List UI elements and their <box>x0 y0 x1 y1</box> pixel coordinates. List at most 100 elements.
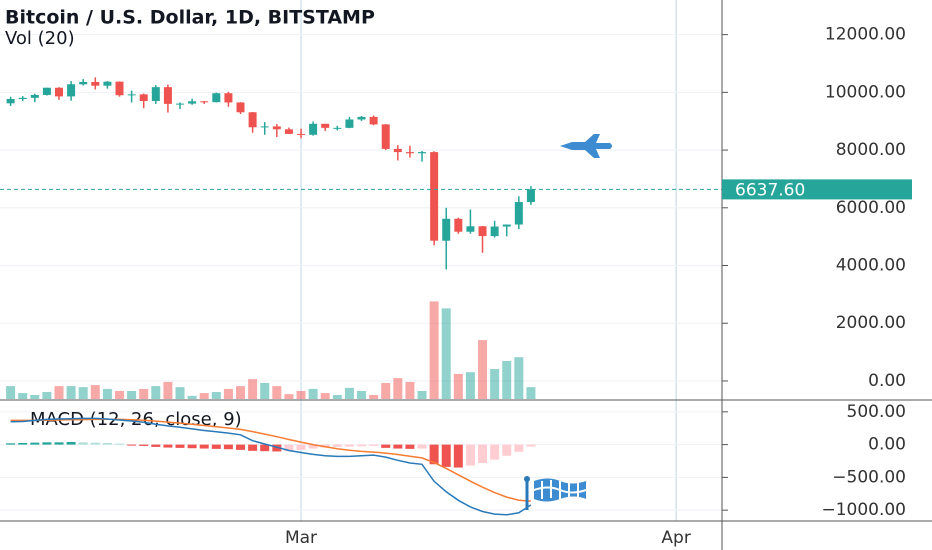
macd-histogram-bar <box>272 444 282 452</box>
candle-body <box>248 112 257 128</box>
volume-bar <box>78 387 88 399</box>
volume-bar <box>405 381 415 399</box>
volume-bar <box>18 393 28 399</box>
macd-histogram-bar <box>502 444 512 456</box>
volume-bar <box>465 372 475 399</box>
volume-bar <box>211 392 221 399</box>
candle-body <box>67 84 76 97</box>
candle-body <box>18 97 27 99</box>
macd-histogram-bar <box>223 444 233 450</box>
macd-axis-label: −500.00 <box>832 467 906 487</box>
macd-histogram-bar <box>18 442 28 445</box>
volume-bar <box>272 386 282 399</box>
volume-bar <box>260 382 270 399</box>
macd-histogram-bar <box>284 444 294 452</box>
macd-histogram-bar <box>332 444 342 447</box>
macd-histogram-bar <box>514 444 524 452</box>
macd-axis-label: 500.00 <box>847 402 906 422</box>
volume-bar <box>54 386 64 399</box>
candle-body <box>79 81 88 85</box>
candle-body <box>42 87 51 95</box>
candle-body <box>345 119 354 128</box>
volume-bar <box>248 379 258 399</box>
last-price-box <box>722 179 912 200</box>
candle-body <box>91 81 100 86</box>
macd-line <box>10 417 532 516</box>
volume-bar <box>381 382 391 399</box>
candle-body <box>526 189 535 203</box>
macd-histogram-bar <box>151 444 161 447</box>
airplane[interactable] <box>560 134 612 158</box>
macd-histogram-bar <box>127 444 137 446</box>
volume-bar <box>163 381 173 399</box>
candle-body <box>309 123 318 135</box>
volume-bar <box>490 369 500 399</box>
volume-bar <box>199 393 209 399</box>
candle-body <box>176 103 185 105</box>
macd-histogram-bar <box>369 444 379 446</box>
time-label: Mar <box>285 528 317 548</box>
volume-bar <box>357 390 367 399</box>
macd-histogram-bar <box>441 444 451 467</box>
candle-body <box>127 94 136 96</box>
candle-body <box>478 226 487 237</box>
candle-body <box>381 124 390 149</box>
volume-bar <box>332 394 342 399</box>
price-label: 8000.00 <box>836 140 906 160</box>
volume-bar <box>127 390 137 399</box>
volume-bar <box>417 390 427 399</box>
volume-bar <box>6 386 16 399</box>
symbol-title: Bitcoin / U.S. Dollar, 1D, BITSTAMP <box>5 7 375 29</box>
macd-histogram-bar <box>453 444 463 468</box>
macd-histogram-bar <box>30 442 40 445</box>
volume-bar <box>502 361 512 399</box>
candle-body <box>212 93 221 103</box>
price-label: 0.00 <box>868 371 906 391</box>
candle-body <box>224 93 233 103</box>
volume-bar <box>187 395 197 399</box>
macd-histogram-bar <box>102 442 112 445</box>
candle-body <box>6 98 15 104</box>
macd-histogram-bar <box>42 442 52 445</box>
candle-body <box>236 102 245 113</box>
volume-bar <box>478 340 488 399</box>
volume-bar <box>308 388 318 399</box>
candle-body <box>200 101 209 103</box>
candle-body <box>272 126 281 130</box>
macd-histogram-bar <box>139 444 149 446</box>
macd-histogram-bar <box>66 441 76 445</box>
volume-bar <box>223 388 233 399</box>
candle-body <box>115 81 124 96</box>
volume-bar <box>115 390 125 399</box>
candle-body <box>442 218 451 241</box>
candle-body <box>151 87 160 102</box>
volume-bar <box>139 388 149 399</box>
macd-histogram-bar <box>490 444 500 460</box>
flag-icon[interactable] <box>524 476 587 510</box>
volume-bar <box>344 387 354 399</box>
macd-histogram-bar <box>163 444 173 448</box>
candle-body <box>30 94 39 98</box>
volume-bar <box>429 301 439 399</box>
candle-body <box>430 152 439 241</box>
macd-histogram-bar <box>78 442 88 445</box>
airplane-icon[interactable] <box>560 134 612 158</box>
macd-histogram-bar <box>357 444 367 447</box>
candle-body <box>393 148 402 153</box>
macd-histogram-bar <box>465 444 475 466</box>
candle-body <box>333 127 342 129</box>
candle-body <box>284 129 293 134</box>
macd-histogram-bar <box>199 444 209 449</box>
candle-body <box>369 116 378 125</box>
macd-histogram-bar <box>236 444 246 450</box>
macd-histogram-bar <box>429 444 439 465</box>
macd-histogram-bar <box>187 444 197 449</box>
macd-histogram-bar <box>393 444 403 449</box>
macd-axis-label: 0.00 <box>868 435 906 455</box>
candle-body <box>405 152 414 154</box>
macd-histogram-bar <box>211 444 221 449</box>
candle-body <box>466 226 475 232</box>
candle-body <box>260 126 269 128</box>
price-label: 2000.00 <box>836 313 906 333</box>
